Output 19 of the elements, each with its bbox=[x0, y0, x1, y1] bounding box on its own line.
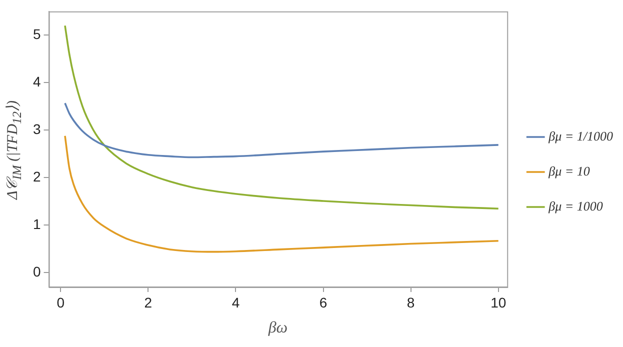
legend-label: βμ = 1000 bbox=[548, 198, 604, 214]
x-tick-label: 8 bbox=[406, 294, 415, 310]
y-tick-label: 1 bbox=[32, 216, 41, 232]
y-tick-label: 3 bbox=[32, 121, 41, 138]
legend-label: βμ = 1/1000 bbox=[548, 128, 614, 144]
y-tick-label: 5 bbox=[32, 26, 41, 42]
x-tick-label: 2 bbox=[144, 294, 152, 310]
y-tick-label: 2 bbox=[32, 168, 41, 185]
x-tick-label: 6 bbox=[319, 294, 328, 310]
line-series bbox=[64, 102, 500, 158]
x-tick-label: 10 bbox=[490, 294, 506, 310]
line-series bbox=[64, 134, 500, 253]
legend-label: βμ = 10 bbox=[548, 163, 590, 178]
x-axis-title: βω bbox=[267, 320, 288, 337]
x-tick-label: 0 bbox=[56, 294, 65, 310]
line-series bbox=[64, 24, 500, 210]
y-tick-label: 0 bbox=[32, 264, 41, 280]
x-tick-label: 4 bbox=[232, 294, 240, 310]
y-tick-label: 4 bbox=[32, 74, 41, 90]
